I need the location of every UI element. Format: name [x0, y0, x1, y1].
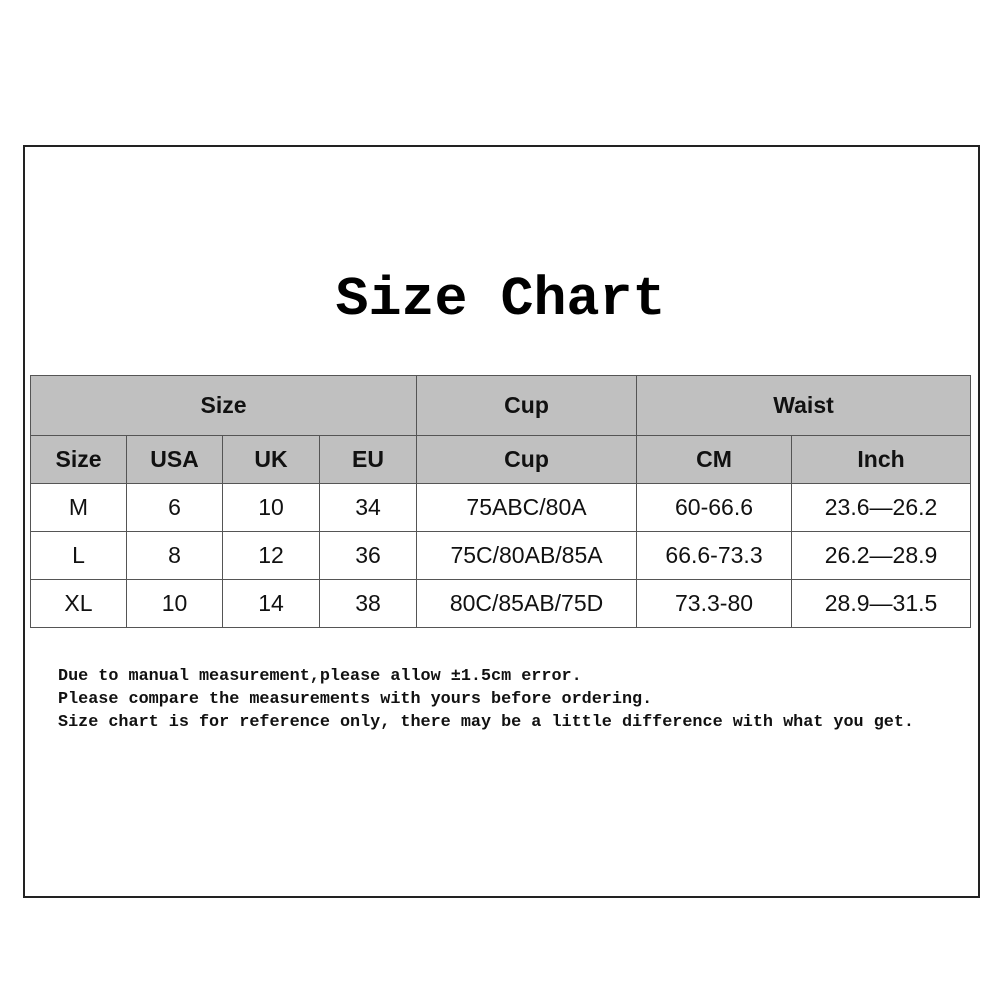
size-table: Size Cup Waist Size USA UK EU Cup CM Inc… — [29, 375, 972, 628]
table-cell: 80C/85AB/75D — [416, 579, 638, 628]
table-cell: 73.3-80 — [636, 579, 793, 628]
page-title: Size Chart — [335, 268, 666, 331]
group-header-size: Size — [29, 375, 418, 436]
table-cell: 38 — [318, 579, 418, 628]
table-cell: 14 — [222, 579, 320, 628]
column-header: Size — [30, 435, 127, 484]
column-header: UK — [222, 435, 320, 484]
table-cell: 10 — [126, 579, 223, 628]
group-header-cup: Cup — [416, 375, 638, 436]
table-cell: 66.6-73.3 — [636, 531, 793, 580]
table-cell: 12 — [222, 531, 320, 580]
table-cell: L — [30, 531, 127, 580]
table-row: XL 10 14 38 80C/85AB/75D 73.3-80 28.9—31… — [30, 579, 972, 628]
table-cell: 8 — [126, 531, 223, 580]
column-header: CM — [636, 435, 793, 484]
sub-header-row: Size USA UK EU Cup CM Inch — [30, 435, 972, 484]
table-cell: 34 — [318, 483, 418, 532]
group-header-waist: Waist — [636, 375, 972, 436]
table-cell: 26.2—28.9 — [791, 531, 972, 580]
table-cell: M — [30, 483, 127, 532]
note-line: Size chart is for reference only, there … — [58, 713, 914, 732]
table-row: L 8 12 36 75C/80AB/85A 66.6-73.3 26.2—28… — [30, 531, 972, 580]
group-header-row: Size Cup Waist — [29, 375, 972, 436]
notes: Due to manual measurement,please allow ±… — [58, 665, 914, 734]
table-cell: 28.9—31.5 — [791, 579, 972, 628]
column-header: Inch — [791, 435, 972, 484]
table-cell: 6 — [126, 483, 223, 532]
column-header: EU — [318, 435, 418, 484]
table-cell: 36 — [318, 531, 418, 580]
note-line: Please compare the measurements with you… — [58, 690, 653, 709]
table-row: M 6 10 34 75ABC/80A 60-66.6 23.6—26.2 — [30, 483, 972, 532]
table-cell: 75ABC/80A — [416, 483, 638, 532]
table-cell: 60-66.6 — [636, 483, 793, 532]
table-cell: 23.6—26.2 — [791, 483, 972, 532]
table-cell: XL — [30, 579, 127, 628]
chart-frame — [23, 145, 980, 898]
note-line: Due to manual measurement,please allow ±… — [58, 667, 582, 686]
column-header: USA — [126, 435, 223, 484]
table-cell: 75C/80AB/85A — [416, 531, 638, 580]
table-cell: 10 — [222, 483, 320, 532]
column-header: Cup — [416, 435, 638, 484]
